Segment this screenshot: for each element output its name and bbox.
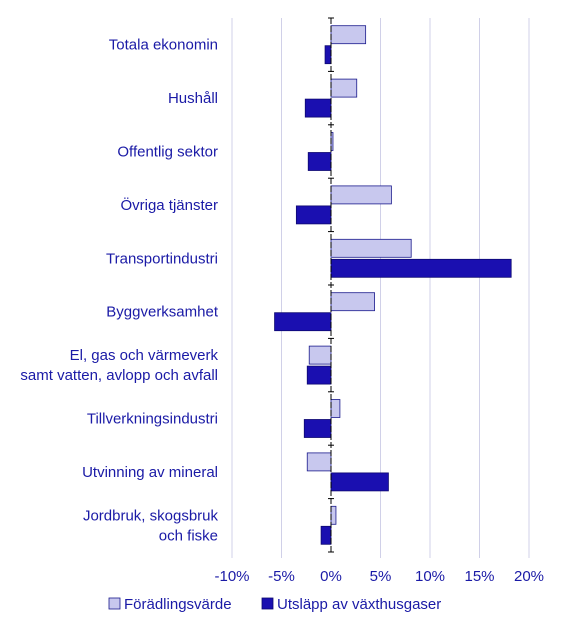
x-tick-label: 0%: [320, 568, 342, 585]
bar-utslapp: [320, 525, 332, 545]
x-axis-ticks: -10% -5% 0% 5% 10% 15% 20%: [214, 568, 544, 585]
category-label: Totala ekonomin: [109, 37, 218, 54]
bar-foradlingsvarde: [308, 345, 332, 365]
bar-utslapp: [307, 152, 332, 171]
bars: [274, 25, 512, 545]
legend: Förädlingsvärde Utsläpp av växthusgaser: [108, 596, 441, 613]
legend-label-utslapp: Utsläpp av växthusgaser: [277, 596, 441, 613]
category-label: Hushåll: [168, 90, 218, 107]
category-labels: Totala ekonomin Hushåll Offentlig sektor Öv…: [20, 37, 218, 545]
legend-label-foradlingsvarde: Förädlingsvärde: [124, 596, 232, 613]
bar-foradlingsvarde: [306, 452, 332, 472]
bar-utslapp: [324, 45, 332, 65]
zero-axis: [328, 17, 334, 553]
bar-utslapp: [306, 365, 332, 385]
bar-foradlingsvarde: [330, 505, 337, 525]
category-label: Jordbruk, skogsbruk: [83, 507, 219, 524]
category-label: El, gas och värmeverk: [70, 347, 219, 364]
bar-utslapp: [295, 205, 332, 225]
category-label: Övriga tjänster: [120, 196, 218, 214]
x-tick-label: 15%: [464, 568, 494, 585]
category-label: Utvinning av mineral: [82, 464, 218, 481]
bar-foradlingsvarde: [330, 399, 341, 418]
category-label: Byggverksamhet: [106, 304, 219, 321]
x-tick-label: -10%: [214, 568, 249, 585]
x-tick-label: 5%: [370, 568, 392, 585]
legend-swatch-foradlingsvarde: [108, 597, 121, 610]
x-tick-label: 20%: [514, 568, 544, 585]
bar-foradlingsvarde: [330, 185, 392, 205]
bar-utslapp: [330, 472, 389, 492]
bar-foradlingsvarde: [330, 25, 367, 45]
bar-utslapp: [274, 312, 332, 332]
bar-utslapp: [330, 258, 512, 278]
x-tick-label: 10%: [415, 568, 445, 585]
legend-swatch-utslapp: [261, 597, 274, 610]
category-label: och fiske: [159, 527, 218, 544]
bar-foradlingsvarde: [330, 238, 412, 258]
gridlines: [231, 18, 530, 558]
bar-utslapp: [303, 419, 332, 438]
x-tick-label: -5%: [268, 568, 295, 585]
category-label: Offentlig sektor: [117, 144, 218, 161]
bar-foradlingsvarde: [330, 78, 358, 98]
category-label: samt vatten, avlopp och avfall: [20, 367, 218, 384]
category-label: Tillverkningsindustri: [87, 411, 218, 428]
category-label: Transportindustri: [106, 250, 218, 267]
bar-foradlingsvarde: [330, 292, 375, 312]
bar-utslapp: [304, 98, 332, 118]
